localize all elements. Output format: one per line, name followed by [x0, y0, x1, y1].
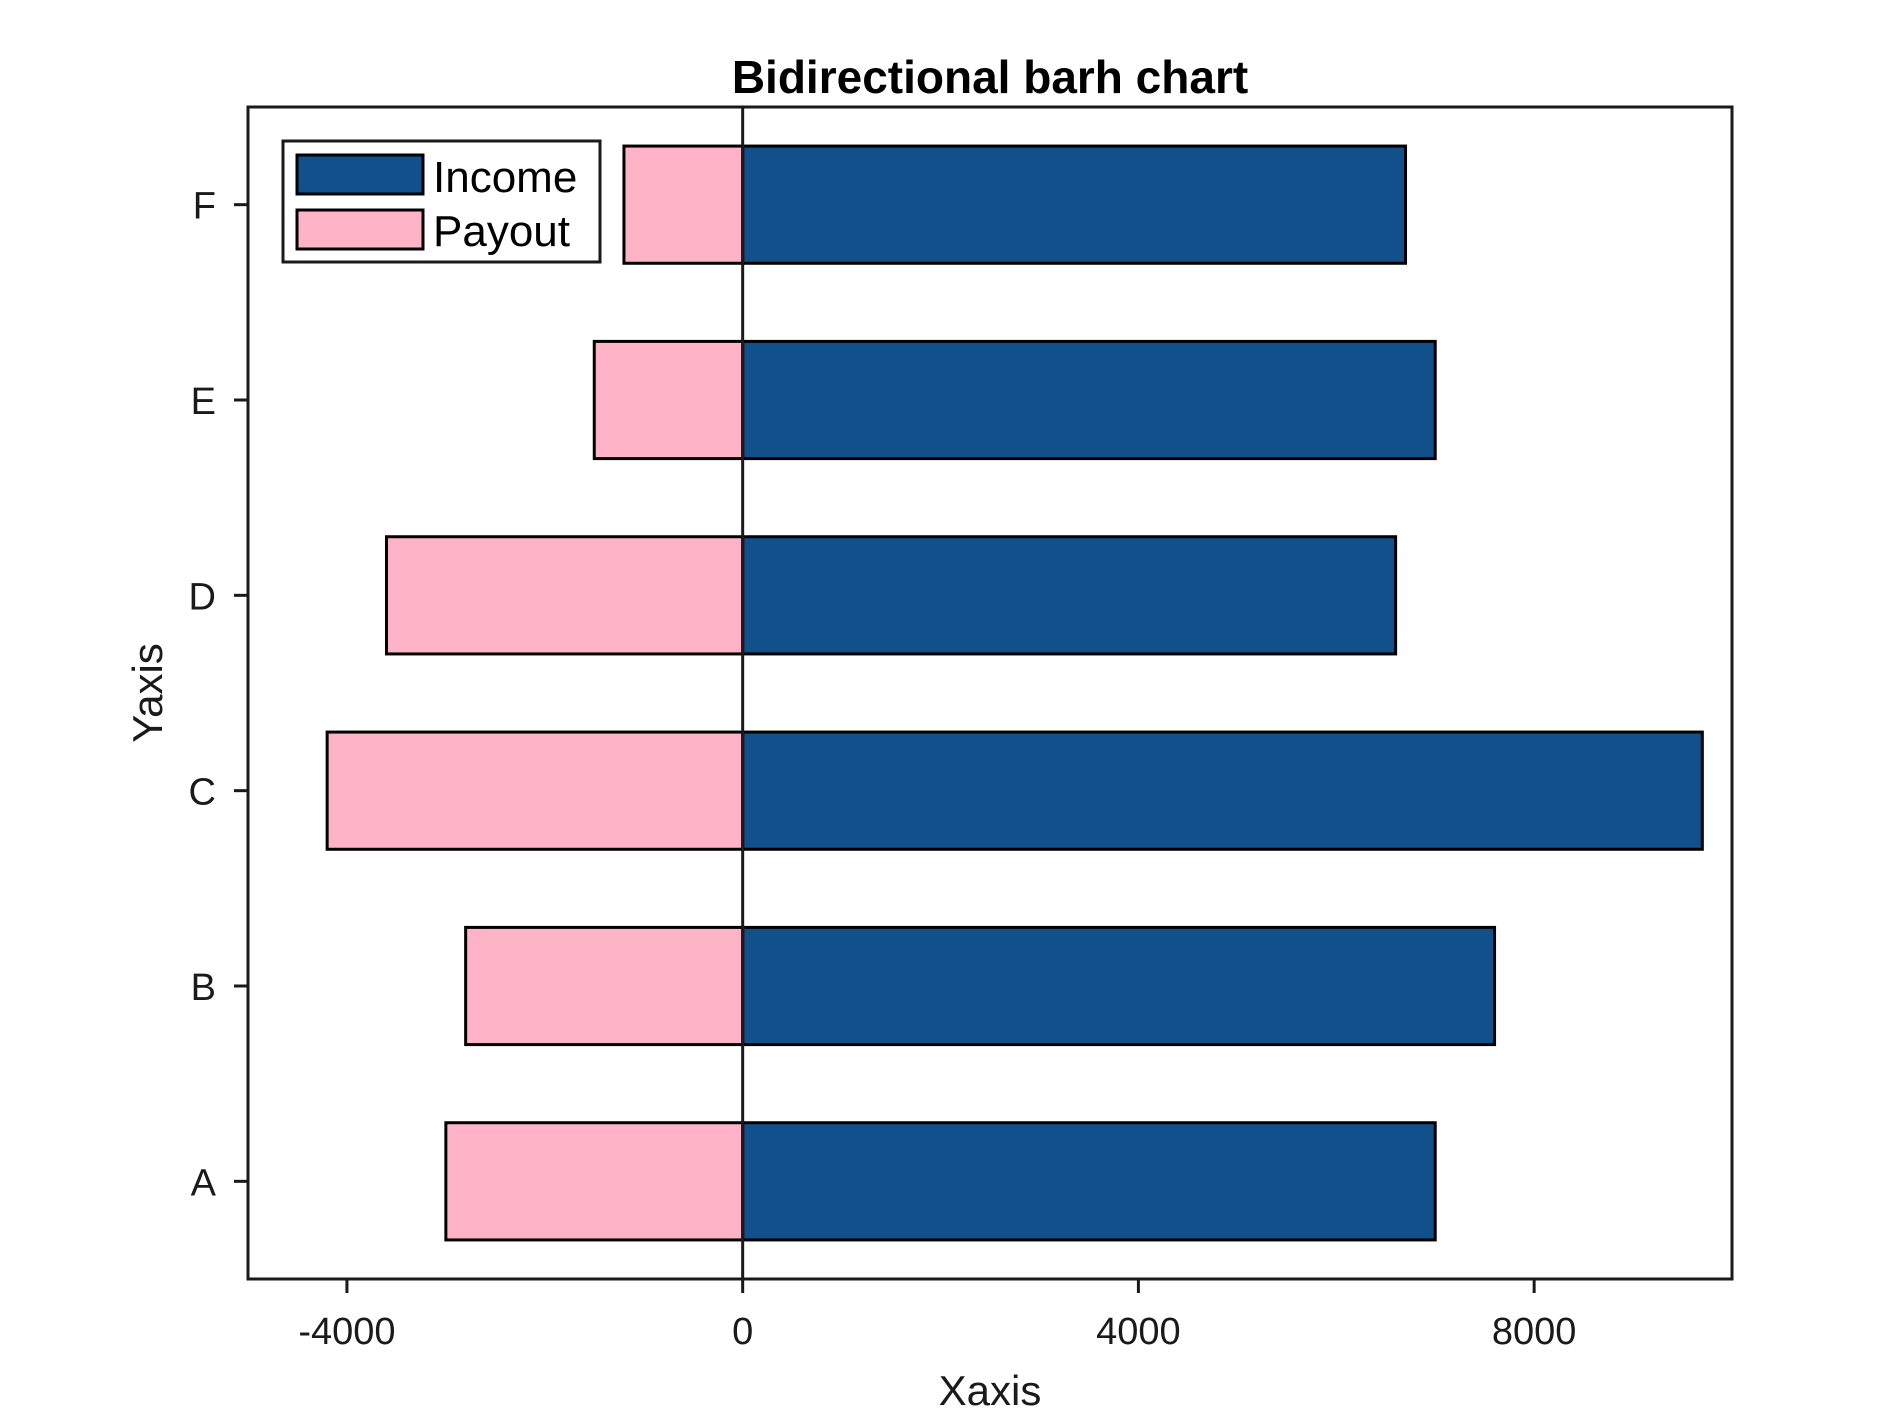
x-tick-label-0: -4000	[298, 1311, 395, 1353]
x-axis-ticks: -4000 0 4000 8000	[298, 1279, 1576, 1353]
payout-bar-F	[622, 144, 745, 265]
legend-label-income: Income	[433, 153, 577, 202]
payout-bar-D	[385, 535, 745, 656]
payout-bar-E	[592, 339, 745, 461]
y-tick-label-A: A	[191, 1162, 217, 1204]
income-bar-B	[741, 925, 1497, 1047]
legend-swatch-payout	[295, 208, 425, 251]
plot-area-frame	[246, 105, 1734, 1281]
x-tick-label-1: 0	[732, 1311, 753, 1353]
x-tick-label-2: 4000	[1096, 1311, 1181, 1353]
income-bar-E	[741, 339, 1437, 461]
x-axis-label: Xaxis	[939, 1367, 1042, 1414]
income-bar-F	[741, 144, 1408, 265]
income-bar-C	[741, 730, 1704, 851]
y-tick-label-E: E	[191, 381, 216, 423]
payout-bar-A	[444, 1121, 745, 1242]
y-tick-label-B: B	[191, 967, 216, 1009]
bars-group	[325, 144, 1704, 1242]
payout-bar-B	[464, 925, 745, 1047]
y-axis-ticks: A B C D E F	[189, 186, 248, 1204]
payout-bar-C	[325, 730, 745, 851]
chart-title: Bidirectional barh chart	[732, 51, 1248, 103]
legend: Income Payout	[281, 139, 602, 264]
legend-label-payout: Payout	[433, 207, 570, 256]
y-tick-label-F: F	[193, 186, 216, 228]
y-tick-label-D: D	[189, 576, 216, 618]
y-tick-label-C: C	[189, 772, 216, 814]
legend-swatch-income	[295, 153, 425, 196]
income-bar-A	[741, 1121, 1437, 1242]
y-axis-label: Yaxis	[124, 643, 171, 743]
x-tick-label-3: 8000	[1492, 1311, 1577, 1353]
income-bar-D	[741, 535, 1398, 656]
